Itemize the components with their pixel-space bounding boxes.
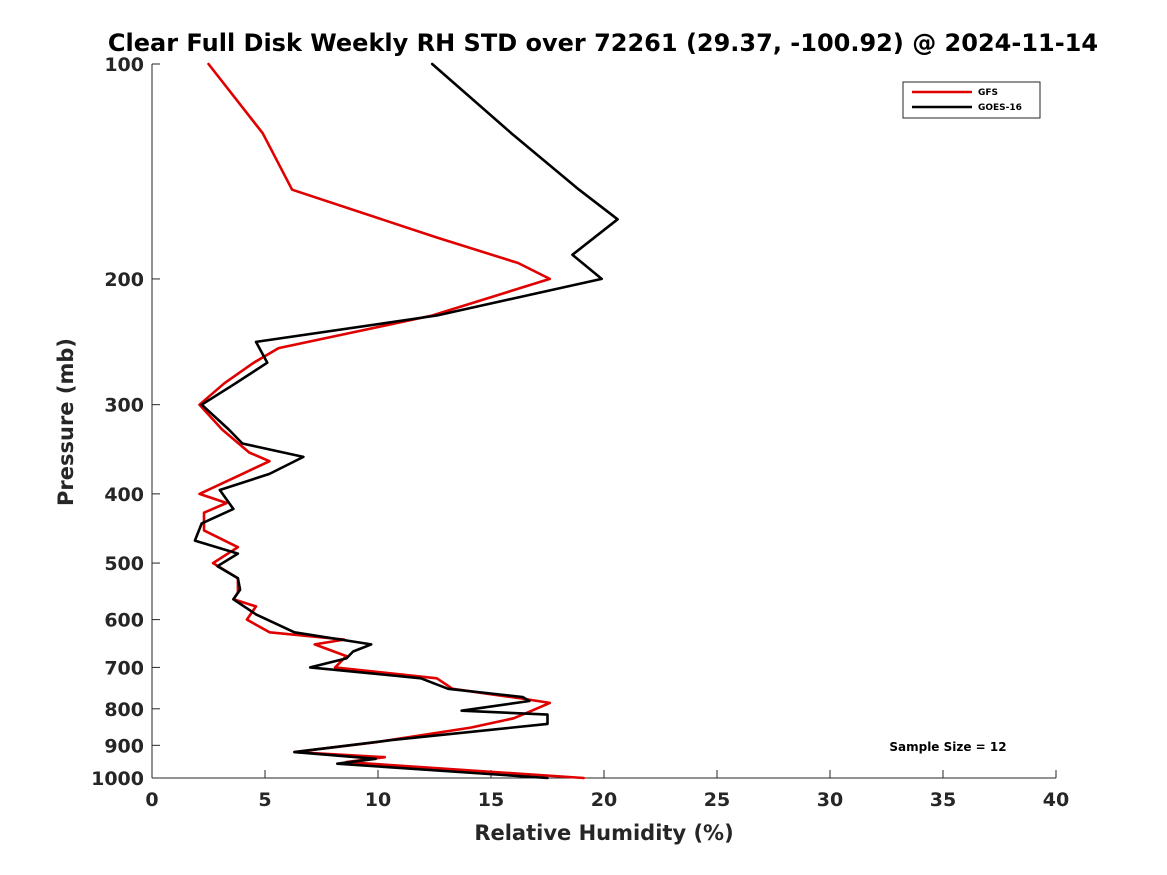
y-tick-label: 900 xyxy=(104,735,144,757)
y-tick-label: 700 xyxy=(104,657,144,679)
x-tick-label: 40 xyxy=(1043,789,1069,811)
y-axis-label: Pressure (mb) xyxy=(54,338,78,506)
x-tick-label: 5 xyxy=(258,789,271,811)
y-tick-label: 200 xyxy=(104,269,144,291)
chart-title: Clear Full Disk Weekly RH STD over 72261… xyxy=(108,29,1098,57)
x-tick-label: 30 xyxy=(817,789,843,811)
y-tick-label: 1000 xyxy=(91,768,144,790)
legend-box xyxy=(902,81,1041,119)
legend: GFS GOES-16 xyxy=(902,81,1041,119)
x-axis-label: Relative Humidity (%) xyxy=(474,821,733,845)
legend-label-goes-16: GOES-16 xyxy=(978,103,1022,113)
x-tick-label: 15 xyxy=(478,789,504,811)
y-tick-label: 500 xyxy=(104,553,144,575)
x-tick-label: 35 xyxy=(930,789,956,811)
x-tick-label: 25 xyxy=(704,789,730,811)
y-tick-label: 400 xyxy=(104,484,144,506)
legend-label-gfs: GFS xyxy=(978,88,998,98)
x-tick-label: 20 xyxy=(591,789,617,811)
x-tick-label: 10 xyxy=(365,789,391,811)
sample-size-annotation: Sample Size = 12 xyxy=(889,740,1006,754)
y-tick-label: 300 xyxy=(104,395,144,417)
y-tick-label: 600 xyxy=(104,610,144,632)
series-line-goes-16 xyxy=(193,62,619,780)
plot-area: 0 5 10 15 20 25 30 35 40 100 200 300 400 500 600 700 800… xyxy=(91,54,1069,811)
x-tick-label: 0 xyxy=(145,789,158,811)
y-tick-label: 100 xyxy=(104,54,144,76)
y-tick-label: 800 xyxy=(104,699,144,721)
